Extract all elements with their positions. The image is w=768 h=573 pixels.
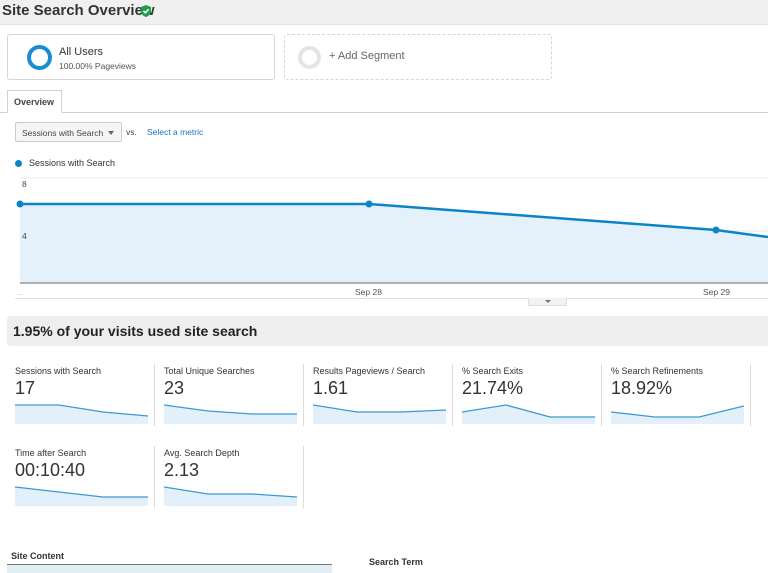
empty-segment-ring-icon bbox=[298, 46, 321, 69]
chevron-down-icon bbox=[108, 131, 114, 135]
metric-card-search-refinements[interactable]: % Search Refinements 18.92% bbox=[603, 364, 751, 426]
x-tick-sep28: Sep 28 bbox=[355, 287, 382, 297]
tab-bar bbox=[0, 112, 768, 113]
metric-label: Avg. Search Depth bbox=[164, 448, 240, 458]
metric-value: 17 bbox=[15, 378, 36, 398]
vs-label: vs. bbox=[126, 127, 137, 137]
shield-check-icon bbox=[141, 5, 151, 17]
sparkline bbox=[164, 404, 297, 424]
metric-card-sessions-with-search[interactable]: Sessions with Search 17 bbox=[7, 364, 155, 426]
metric-label: Time after Search bbox=[15, 448, 87, 458]
metric-value: 21.74% bbox=[462, 378, 524, 398]
metric-label: Sessions with Search bbox=[15, 366, 102, 376]
site-content-header-row bbox=[7, 565, 332, 573]
sparkline bbox=[313, 404, 446, 424]
metric-label: Results Pageviews / Search bbox=[313, 366, 426, 376]
line-chart[interactable]: 8 4 Sep 28 Sep 29 bbox=[0, 170, 768, 310]
metric-label: % Search Exits bbox=[462, 366, 524, 376]
metric-value: 18.92% bbox=[611, 378, 673, 398]
site-content-divider bbox=[7, 564, 332, 565]
summary-bar: 1.95% of your visits used site search bbox=[7, 316, 768, 346]
chart-divider bbox=[15, 298, 768, 299]
summary-text: 1.95% of your visits used site search bbox=[13, 323, 258, 339]
page-title: Site Search Overview bbox=[2, 2, 155, 19]
metric-card-avg-search-depth[interactable]: Avg. Search Depth 2.13 bbox=[156, 446, 304, 508]
segment-subtitle: 100.00% Pageviews bbox=[59, 61, 137, 71]
legend-dot-icon bbox=[15, 160, 22, 167]
sparkline bbox=[15, 486, 148, 506]
sparkline bbox=[15, 404, 148, 424]
tab-overview[interactable]: Overview bbox=[7, 90, 62, 113]
metric-card-total-unique-searches[interactable]: Total Unique Searches 23 bbox=[156, 364, 304, 426]
metric-value: 00:10:40 bbox=[15, 460, 86, 480]
metric-value: 1.61 bbox=[313, 378, 349, 398]
search-term-heading[interactable]: Search Term bbox=[369, 557, 423, 567]
add-segment-button[interactable]: + Add Segment bbox=[284, 34, 552, 80]
metric-label: % Search Refinements bbox=[611, 366, 704, 376]
x-tick-ellipsis: ... bbox=[17, 290, 23, 297]
metric-value: 2.13 bbox=[164, 460, 200, 480]
y-tick-4: 4 bbox=[22, 231, 27, 241]
page-header: Site Search Overview bbox=[0, 0, 768, 25]
metric-card-time-after-search[interactable]: Time after Search 00:10:40 bbox=[7, 446, 155, 508]
sparkline bbox=[164, 486, 297, 506]
segment-name: All Users bbox=[59, 46, 104, 58]
chart-legend-label: Sessions with Search bbox=[29, 158, 116, 168]
primary-metric-value: Sessions with Search bbox=[22, 128, 104, 138]
metric-card-search-exits[interactable]: % Search Exits 21.74% bbox=[454, 364, 602, 426]
sparkline bbox=[611, 405, 744, 424]
metric-card-results-pageviews-per-search[interactable]: Results Pageviews / Search 1.61 bbox=[305, 364, 453, 426]
segment-all-users[interactable]: All Users 100.00% Pageviews bbox=[7, 34, 275, 80]
collapse-chart-button[interactable] bbox=[528, 298, 567, 306]
metric-value: 23 bbox=[164, 378, 185, 398]
site-content-heading: Site Content bbox=[11, 551, 64, 561]
select-metric-link[interactable]: Select a metric bbox=[147, 127, 204, 137]
metric-label: Total Unique Searches bbox=[164, 366, 255, 376]
chevron-down-icon bbox=[545, 300, 551, 303]
segment-ring-icon bbox=[27, 45, 52, 70]
sparkline bbox=[462, 404, 595, 424]
primary-metric-dropdown[interactable]: Sessions with Search bbox=[15, 122, 122, 142]
y-tick-8: 8 bbox=[22, 179, 27, 189]
chart-plot bbox=[16, 177, 768, 284]
x-tick-sep29: Sep 29 bbox=[703, 287, 730, 297]
add-segment-label: + Add Segment bbox=[329, 50, 405, 62]
